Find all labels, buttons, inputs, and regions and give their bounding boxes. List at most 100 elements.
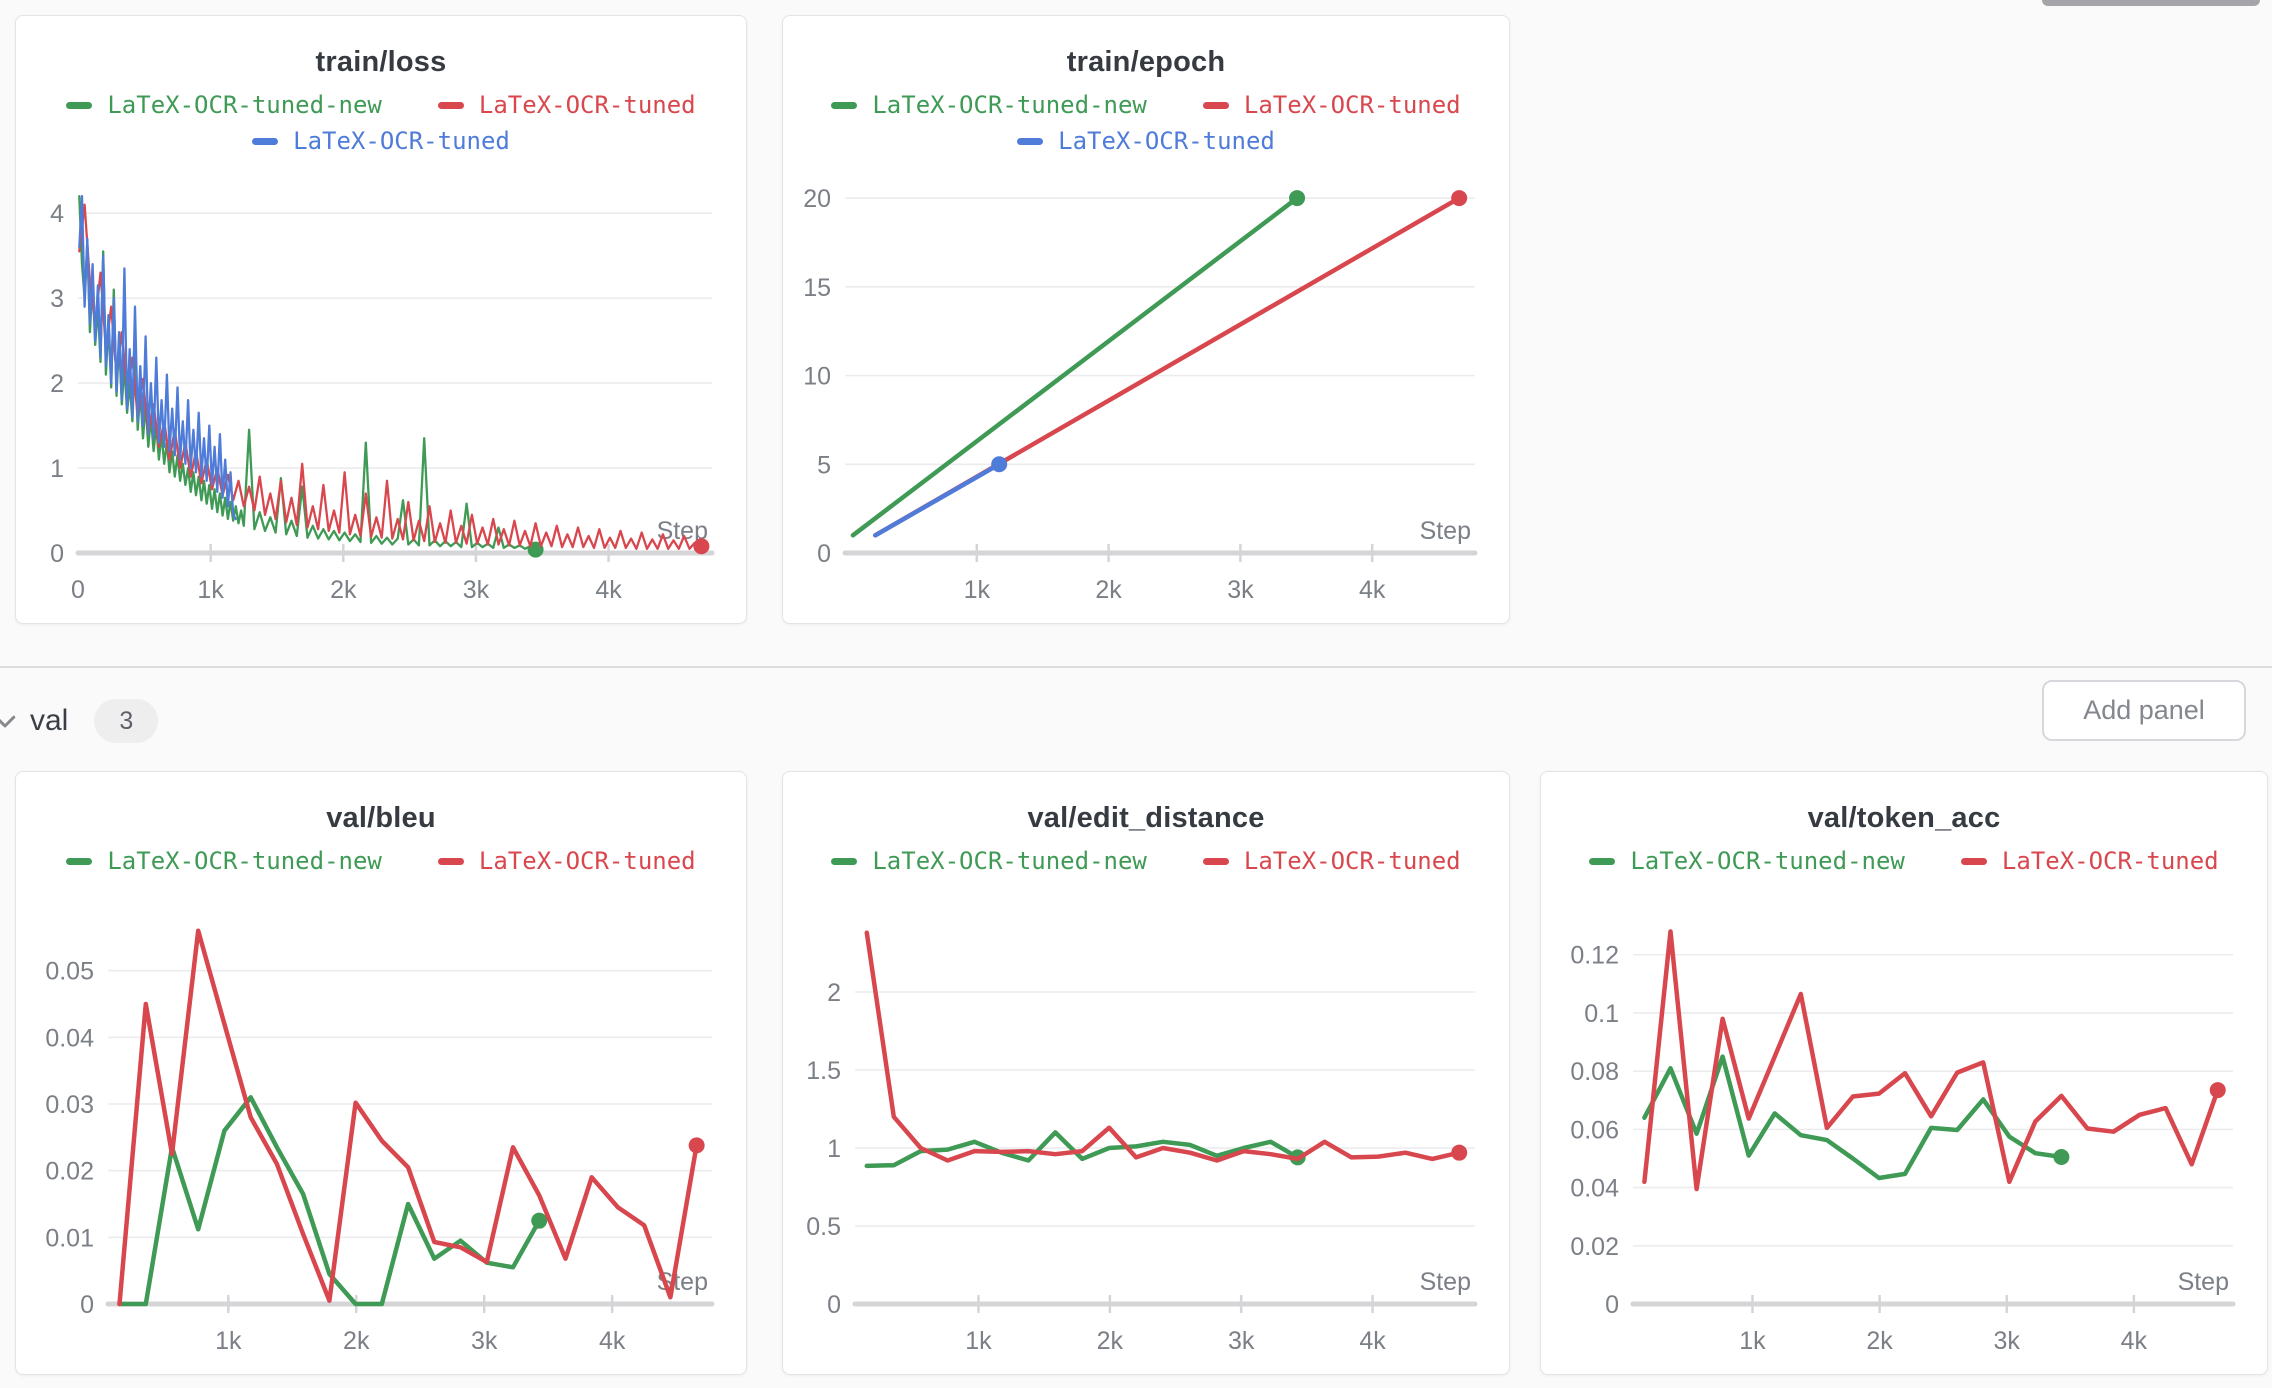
x-tick-label: 1k	[1739, 1327, 1766, 1355]
x-tick-label: 3k	[471, 1327, 498, 1355]
y-tick-label: 1	[50, 455, 64, 483]
green-series-line	[117, 1095, 542, 1307]
legend: LaTeX-OCR-tuned-new LaTeX-OCR-tuned	[783, 847, 1509, 875]
add-panel-button[interactable]: Add panel	[2042, 680, 2246, 741]
section-divider	[0, 666, 2272, 668]
val-section-header: val 3	[0, 694, 159, 748]
y-tick-label: 0	[50, 540, 64, 568]
legend-item-blue[interactable]: LaTeX-OCR-tuned	[1017, 127, 1275, 155]
y-tick-label: 0.12	[1570, 942, 1619, 970]
y-tick-label: 0.02	[1570, 1233, 1619, 1261]
y-tick-label: 0.03	[45, 1091, 94, 1119]
x-tick-label: 4k	[599, 1327, 626, 1355]
cutoff-button-bottom-edge	[2042, 0, 2260, 6]
red-series-swatch	[1202, 857, 1229, 865]
red-series-end-dot	[688, 1137, 705, 1154]
run-name: LaTeX-OCR-tuned	[2001, 847, 2219, 875]
val-edit-distance-plot-area[interactable]: 0 0.5 1 1.5 2 1k 2k 3k 4k Step	[783, 892, 1509, 1374]
x-tick-label: 3k	[1227, 576, 1254, 604]
step-axis-label: Step	[2178, 1268, 2229, 1296]
panel-val-bleu[interactable]: val/bleu LaTeX-OCR-tuned-new LaTeX-OCR-tu…	[15, 771, 747, 1375]
legend-row: LaTeX-OCR-tuned	[783, 127, 1509, 155]
legend-row: LaTeX-OCR-tuned-new LaTeX-OCR-tuned	[16, 91, 746, 119]
x-tick-label: 0	[71, 576, 85, 604]
panel-title: val/token_acc	[1807, 802, 2001, 834]
run-name: LaTeX-OCR-tuned-new	[1630, 847, 1905, 875]
y-tick-label: 0.1	[1584, 1000, 1619, 1028]
y-tick-label: 1.5	[806, 1057, 841, 1085]
blue-series-swatch	[252, 137, 279, 145]
y-tick-label: 1	[827, 1135, 841, 1163]
x-tick-label: 4k	[595, 576, 622, 604]
x-tick-label: 3k	[1994, 1327, 2021, 1355]
val-token-acc-plot-area[interactable]: 0 0.02 0.04 0.06 0.08 0.1 0.12 1k 2k 3k 4k Step	[1541, 892, 2267, 1374]
green-series-end-dot	[2053, 1149, 2070, 1166]
run-name: LaTeX-OCR-tuned	[478, 91, 696, 119]
panel-train-epoch[interactable]: train/epoch LaTeX-OCR-tuned-new LaTeX-OCR…	[782, 15, 1510, 624]
legend-item-red[interactable]: LaTeX-OCR-tuned	[437, 847, 696, 875]
panel-val-edit-distance[interactable]: val/edit_distance LaTeX-OCR-tuned-new LaT…	[782, 771, 1510, 1375]
green-series-line	[864, 1130, 1300, 1169]
y-tick-label: 0	[827, 1291, 841, 1319]
panel-count-badge: 3	[94, 699, 159, 743]
legend-item-red[interactable]: LaTeX-OCR-tuned	[1960, 847, 2219, 875]
red-series-end-dot	[1451, 190, 1468, 207]
y-tick-label: 0.04	[45, 1024, 94, 1052]
legend-item-red[interactable]: LaTeX-OCR-tuned	[437, 91, 696, 119]
y-tick-label: 0.04	[1570, 1175, 1619, 1203]
run-name: LaTeX-OCR-tuned-new	[872, 91, 1147, 119]
legend-item-green[interactable]: LaTeX-OCR-tuned-new	[66, 91, 382, 119]
red-series-end-dot	[2209, 1082, 2226, 1099]
x-tick-label: 3k	[463, 576, 490, 604]
x-tick-label: 4k	[1359, 1327, 1386, 1355]
legend-item-red[interactable]: LaTeX-OCR-tuned	[1202, 91, 1461, 119]
x-tick-label: 2k	[1866, 1327, 1893, 1355]
red-series-line	[78, 203, 703, 550]
blue-series-end-dot	[991, 456, 1008, 473]
panel-title: train/epoch	[1066, 46, 1226, 78]
panel-train-loss[interactable]: train/loss LaTeX-OCR-tuned-new LaTeX-OCR-…	[15, 15, 747, 624]
x-tick-label: 2k	[1095, 576, 1122, 604]
legend-item-blue[interactable]: LaTeX-OCR-tuned	[252, 127, 510, 155]
blue-series-line	[78, 195, 237, 521]
legend-item-green[interactable]: LaTeX-OCR-tuned-new	[831, 91, 1147, 119]
green-series-end-dot	[531, 1212, 548, 1229]
y-tick-label: 0.5	[806, 1213, 841, 1241]
train-epoch-plot-area[interactable]: 0 5 10 15 20 1k 2k 3k 4k Step	[783, 153, 1509, 623]
x-tick-label: 2k	[1097, 1327, 1124, 1355]
green-series-swatch	[66, 857, 93, 865]
legend-item-green[interactable]: LaTeX-OCR-tuned-new	[831, 847, 1147, 875]
y-tick-label: 0.01	[45, 1224, 94, 1252]
green-series-swatch	[66, 101, 93, 109]
legend-row: LaTeX-OCR-tuned	[16, 127, 746, 155]
red-series-line	[1642, 929, 2220, 1192]
chevron-down-icon[interactable]	[0, 706, 20, 736]
x-tick-label: 4k	[1359, 576, 1386, 604]
y-tick-label: 2	[50, 370, 64, 398]
legend: LaTeX-OCR-tuned-new LaTeX-OCR-tuned LaTeX-…	[16, 91, 746, 155]
y-tick-label: 4	[50, 200, 64, 228]
red-series-swatch	[1960, 857, 1987, 865]
legend-item-green[interactable]: LaTeX-OCR-tuned-new	[66, 847, 382, 875]
run-name: LaTeX-OCR-tuned-new	[107, 847, 382, 875]
panel-title: val/edit_distance	[1027, 802, 1265, 834]
blue-series-line	[873, 462, 1002, 538]
red-series-swatch	[437, 857, 464, 865]
legend: LaTeX-OCR-tuned-new LaTeX-OCR-tuned LaTeX-…	[783, 91, 1509, 155]
legend-item-red[interactable]: LaTeX-OCR-tuned	[1202, 847, 1461, 875]
x-tick-label: 1k	[965, 1327, 992, 1355]
y-tick-label: 0.05	[45, 958, 94, 986]
run-name: LaTeX-OCR-tuned	[1243, 847, 1461, 875]
x-tick-label: 1k	[197, 576, 224, 604]
legend-row: LaTeX-OCR-tuned-new LaTeX-OCR-tuned	[783, 91, 1509, 119]
panel-val-token-acc[interactable]: val/token_acc LaTeX-OCR-tuned-new LaTeX-O…	[1540, 771, 2268, 1375]
green-series-end-dot	[1289, 190, 1306, 207]
red-series-line	[864, 930, 1462, 1163]
legend-item-green[interactable]: LaTeX-OCR-tuned-new	[1589, 847, 1905, 875]
blue-series-swatch	[1017, 137, 1044, 145]
green-series-line	[850, 195, 1300, 538]
section-title[interactable]: val	[30, 704, 69, 737]
panel-title: train/loss	[315, 46, 447, 78]
